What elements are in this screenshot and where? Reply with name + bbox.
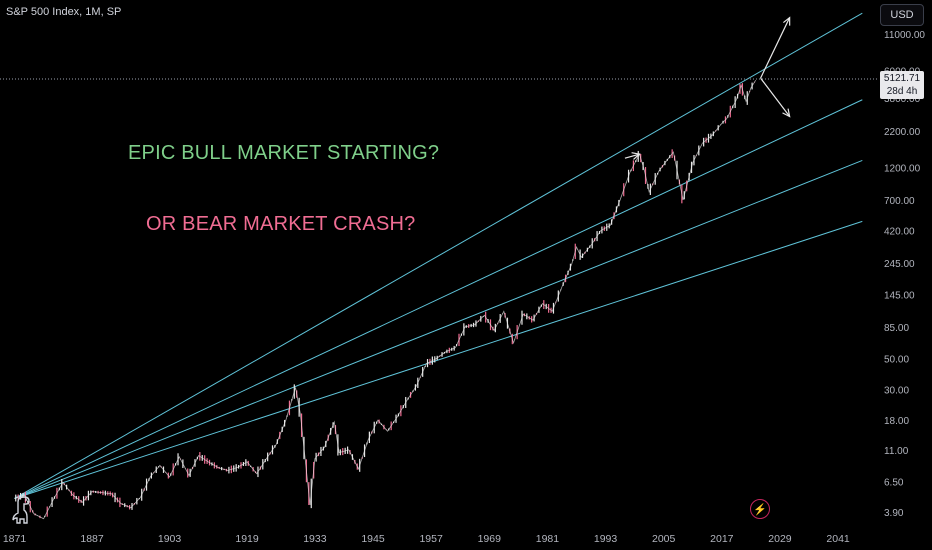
arrow-head bbox=[782, 108, 791, 118]
time-tick-label: 2005 bbox=[652, 533, 676, 545]
price-tick-label: 700.00 bbox=[884, 196, 915, 207]
price-tick-label: 30.00 bbox=[884, 385, 909, 396]
arrow-head bbox=[783, 16, 791, 26]
price-axis[interactable]: 3.90 6.50 11.00 18.00 30.00 50.00 85.00 145.00 2… bbox=[884, 30, 925, 519]
price-tick-label: 3.90 bbox=[884, 508, 904, 519]
price-tick-label: 50.00 bbox=[884, 355, 909, 366]
trendline-2 bbox=[14, 99, 863, 499]
time-tick-label: 1887 bbox=[80, 533, 104, 545]
time-tick-label: 1969 bbox=[478, 533, 502, 545]
time-tick-label: 1933 bbox=[303, 533, 327, 545]
arrow-head bbox=[631, 152, 641, 160]
bar-countdown: 28d 4h bbox=[886, 86, 918, 97]
arrow-shaft bbox=[760, 17, 791, 79]
projection-arrow-1 bbox=[624, 152, 641, 160]
price-line bbox=[14, 79, 757, 520]
price-tick-label: 145.00 bbox=[884, 291, 915, 302]
arrow-shaft bbox=[760, 77, 791, 117]
trendline-4 bbox=[14, 220, 863, 499]
time-tick-label: 1945 bbox=[361, 533, 385, 545]
time-tick-label: 1871 bbox=[3, 533, 27, 545]
candle-group bbox=[14, 79, 757, 520]
price-tick-label: 245.00 bbox=[884, 259, 915, 270]
time-tick-label: 2041 bbox=[826, 533, 850, 545]
time-tick-label: 1903 bbox=[158, 533, 182, 545]
symbol-title[interactable]: S&P 500 Index, 1M, SP bbox=[6, 6, 122, 18]
time-tick-label: 2029 bbox=[768, 533, 792, 545]
lightning-icon[interactable]: ⚡ bbox=[750, 499, 770, 519]
trendline-group bbox=[14, 12, 863, 499]
price-tick-label: 6.50 bbox=[884, 477, 904, 488]
time-tick-label: 1957 bbox=[419, 533, 443, 545]
arrow-group bbox=[624, 16, 791, 160]
arrow-shaft bbox=[624, 153, 640, 159]
projection-arrow-3 bbox=[760, 77, 791, 118]
projection-arrow-2 bbox=[760, 16, 791, 79]
price-tick-label: 18.00 bbox=[884, 416, 909, 427]
price-tick-label: 11000.00 bbox=[884, 30, 925, 41]
currency-button[interactable]: USD bbox=[880, 4, 924, 26]
price-tick-label: 3800.00 bbox=[884, 94, 921, 105]
trendline-1 bbox=[14, 12, 863, 499]
price-tick-label: 85.00 bbox=[884, 323, 909, 334]
price-tick-label: 2200.00 bbox=[884, 127, 921, 138]
last-price-tag: 5121.71 28d 4h bbox=[880, 71, 924, 99]
bull-annotation: EPIC BULL MARKET STARTING? bbox=[128, 142, 440, 164]
price-tick-label: 1200.00 bbox=[884, 164, 921, 175]
time-tick-label: 1919 bbox=[235, 533, 259, 545]
time-axis[interactable]: 1871 1887 1903 1919 1933 1945 1957 1969 1981 1993… bbox=[3, 533, 850, 545]
last-price-value: 5121.71 bbox=[883, 73, 921, 84]
time-tick-label: 1981 bbox=[536, 533, 560, 545]
price-tick-label: 420.00 bbox=[884, 227, 915, 238]
time-tick-label: 1993 bbox=[594, 533, 618, 545]
trendline-3 bbox=[14, 159, 863, 499]
time-tick-label: 2017 bbox=[710, 533, 734, 545]
price-tick-label: 11.00 bbox=[884, 446, 909, 457]
bear-annotation: OR BEAR MARKET CRASH? bbox=[146, 213, 416, 235]
dinosaur-icon[interactable] bbox=[12, 496, 32, 529]
